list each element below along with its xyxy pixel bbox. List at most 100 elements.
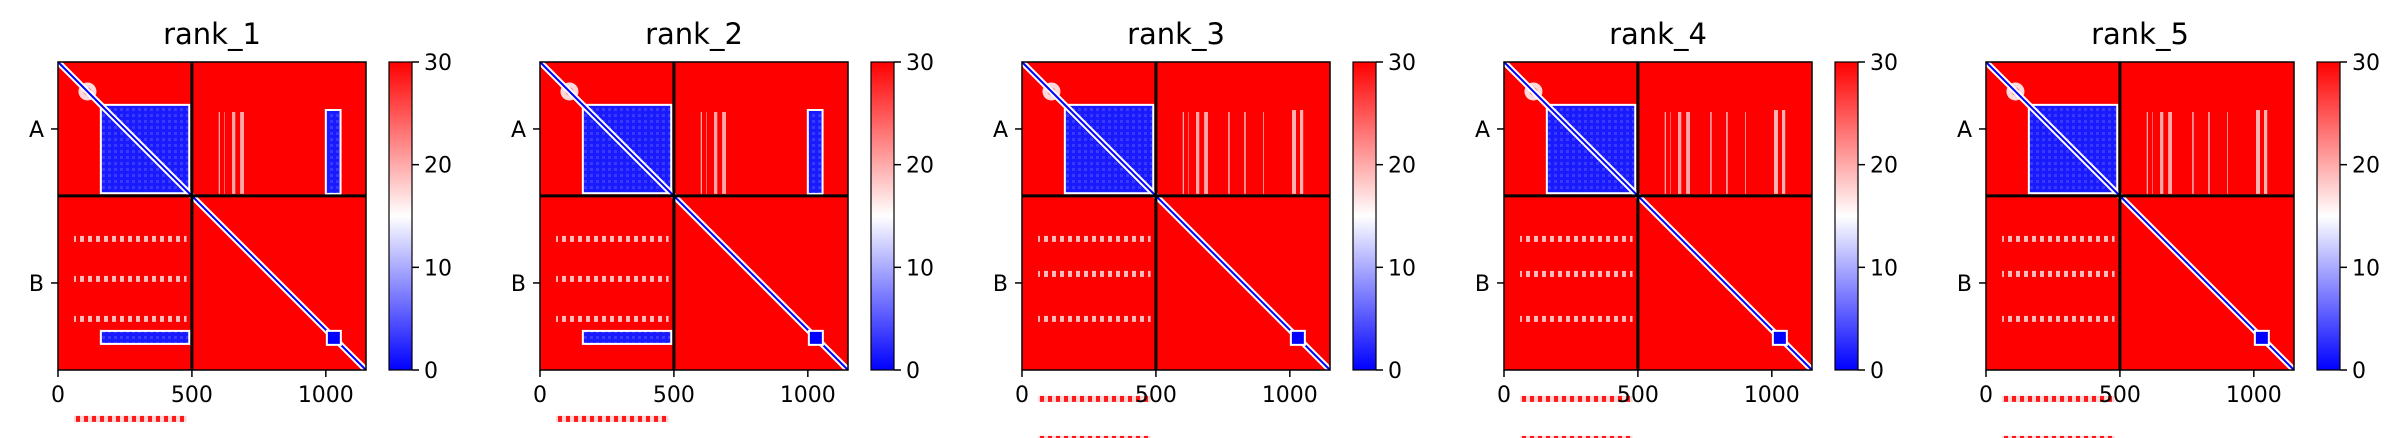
colorbar-tick-label-2: 20 (2352, 154, 2380, 179)
x-tick-label-2: 1000 (780, 383, 836, 408)
panel-title: rank_2 (645, 17, 743, 51)
colorbar (1834, 61, 1859, 371)
heatmap-diagonal-spot-b (325, 329, 342, 346)
panel-title: rank_3 (1127, 17, 1225, 51)
heatmap-band-ba-1 (1520, 270, 1633, 277)
heatmap-band-ba-1 (556, 275, 669, 282)
heatmap-band-ba-2 (556, 315, 669, 322)
panel-title: rank_5 (2091, 17, 2189, 51)
colorbar-tick-label-0: 0 (2352, 359, 2366, 384)
heatmap-stripe-ab-1 (711, 112, 718, 194)
colorbar-tick-label-1: 10 (2352, 256, 2380, 281)
y-tick-label-1: B (511, 272, 526, 297)
y-tick-label-0: A (511, 118, 526, 143)
heatmap-band-ba-4 (1038, 435, 1151, 438)
y-tick-label-1: B (29, 272, 44, 297)
y-tick-label-1: B (993, 272, 1008, 297)
heatmap-hot-column (324, 109, 342, 195)
heatmap-band-ba-3 (1038, 395, 1151, 402)
heatmap-stripe-ab-1 (1193, 112, 1200, 194)
colorbar-tick-label-0: 0 (906, 359, 920, 384)
heatmap-diagonal (1021, 61, 1331, 371)
colorbar-tick-label-3: 30 (2352, 51, 2380, 76)
heatmap-stripe-ab-2 (722, 112, 729, 194)
colorbar-tick-label-0: 0 (1870, 359, 1884, 384)
heatmap-diagonal-spot-b (2253, 329, 2270, 346)
plot-frame (539, 61, 849, 371)
plot-frame (57, 61, 367, 371)
x-tick-label-0: 0 (51, 383, 65, 408)
heatmap-stripe-ab-1 (1675, 112, 1682, 194)
heatmap-band-ba-4 (2002, 435, 2115, 438)
colorbar-tick-label-2: 20 (906, 154, 934, 179)
colorbar-tick-label-3: 30 (1388, 51, 1416, 76)
plot-frame (1985, 61, 2295, 371)
colorbar (1352, 61, 1377, 371)
x-tick-label-1: 500 (1617, 383, 1659, 408)
colorbar-tick-label-0: 0 (424, 359, 438, 384)
heatmap-stripe-extra-0 (1707, 112, 1712, 194)
panel-rank_4: rank_4 0 500 1000 A B 0 10 20 30 (1475, 17, 1898, 438)
heatmap-stripe-ab-end (1771, 110, 1786, 194)
colorbar (2316, 61, 2341, 371)
heatmap-diagonal-spot-b (807, 329, 824, 346)
panel-rank_1: rank_1 0 500 1000 A B 0 10 20 30 (29, 17, 452, 422)
heatmap-stripe-extra-2 (2227, 112, 2232, 194)
y-tick-label-1: B (1957, 272, 1972, 297)
heatmap-band-ba-1 (1038, 270, 1151, 277)
heatmap-band-ba-2 (1038, 315, 1151, 322)
colorbar-tick-label-1: 10 (1870, 256, 1898, 281)
colorbar-tick-label-1: 10 (906, 256, 934, 281)
heatmap-stripe-extra-1 (2205, 112, 2210, 194)
colorbar (870, 61, 895, 371)
heatmap-stripe-ab-2 (240, 112, 247, 194)
colorbar-tick-label-1: 10 (1388, 256, 1416, 281)
x-tick-label-1: 500 (653, 383, 695, 408)
x-tick-label-0: 0 (1979, 383, 1993, 408)
heatmap-stripe-ab-2 (1686, 112, 1693, 194)
heatmap-stripe-extra-1 (1723, 112, 1728, 194)
panel-title: rank_4 (1609, 17, 1707, 51)
heatmap-stripe-extra-0 (2189, 112, 2194, 194)
x-tick-label-2: 1000 (1744, 383, 1800, 408)
heatmap-stripe-ab-2 (2168, 112, 2175, 194)
x-tick-label-0: 0 (1497, 383, 1511, 408)
heatmap-band-ba-0 (1520, 235, 1633, 242)
plot-frame (1503, 61, 1813, 371)
heatmap-diagonal-spot-b (1771, 329, 1788, 346)
heatmap-hot-column (806, 109, 824, 195)
panel-rank_2: rank_2 0 500 1000 A B 0 10 20 30 (511, 17, 934, 422)
heatmap-stripe-extra-2 (1263, 112, 1268, 194)
heatmap-low-band-ba (99, 329, 191, 345)
y-tick-label-0: A (29, 118, 44, 143)
heatmap-band-ba-1 (2002, 270, 2115, 277)
heatmap-band-ba-2 (2002, 315, 2115, 322)
x-tick-label-2: 1000 (2226, 383, 2282, 408)
x-tick-label-2: 1000 (298, 383, 354, 408)
heatmap-stripe-ab-0 (700, 112, 707, 194)
heatmap-band-ba-0 (2002, 235, 2115, 242)
colorbar-tick-label-0: 0 (1388, 359, 1402, 384)
y-tick-label-0: A (1957, 118, 1972, 143)
heatmap-band-ba-0 (1038, 235, 1151, 242)
heatmap-stripe-ab-end (1289, 110, 1304, 194)
heatmap-band-ba-0 (74, 235, 187, 242)
x-tick-label-0: 0 (1015, 383, 1029, 408)
heatmap-band-ba-4 (1520, 435, 1633, 438)
heatmap-stripe-extra-2 (1745, 112, 1750, 194)
panel-title: rank_1 (163, 17, 261, 51)
heatmap-diagonal (1503, 61, 1813, 371)
panel-rank_5: rank_5 0 500 1000 A B 0 10 20 30 (1957, 17, 2380, 438)
heatmap-stripe-ab-0 (218, 112, 225, 194)
colorbar-tick-label-3: 30 (1870, 51, 1898, 76)
colorbar-tick-label-2: 20 (424, 154, 452, 179)
heatmap-stripe-ab-1 (2157, 112, 2164, 194)
heatmap-diagonal (539, 61, 849, 371)
x-tick-label-1: 500 (2099, 383, 2141, 408)
plot-frame (1021, 61, 1331, 371)
heatmap-band-ba-2 (74, 315, 187, 322)
heatmap-stripe-extra-1 (1241, 112, 1246, 194)
y-tick-label-0: A (993, 118, 1008, 143)
heatmap-stripe-ab-1 (229, 112, 236, 194)
